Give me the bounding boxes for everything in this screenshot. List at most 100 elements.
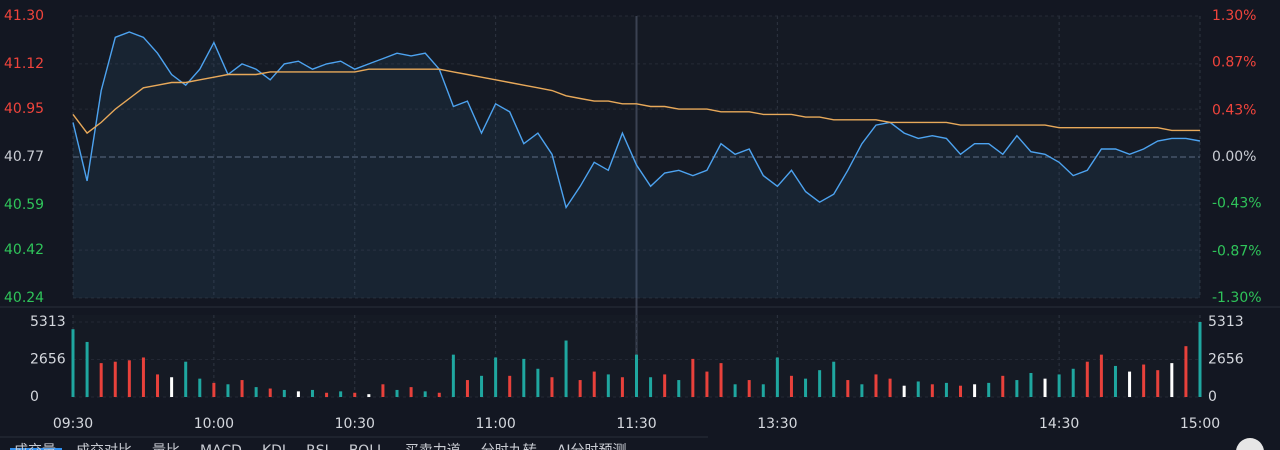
volume-bar xyxy=(804,378,808,397)
y2-tick-label: 0 xyxy=(1208,389,1217,405)
volume-bar xyxy=(212,382,216,397)
tab[interactable]: 分时九转 xyxy=(481,443,537,450)
x-tick-label: 11:00 xyxy=(475,416,515,432)
volume-bar xyxy=(156,374,160,397)
volume-bar xyxy=(480,375,484,397)
volume-bar xyxy=(620,377,624,397)
volume-bar xyxy=(451,354,455,397)
volume-bar xyxy=(916,381,920,397)
volume-bar xyxy=(860,384,864,397)
volume-bar xyxy=(395,389,399,397)
x-tick-label: 13:30 xyxy=(757,416,797,432)
volume-bar xyxy=(1057,374,1061,397)
x-tick-label: 10:00 xyxy=(194,416,234,432)
y-tick-label: 5313 xyxy=(30,314,66,330)
volume-bar xyxy=(733,384,737,397)
volume-bar xyxy=(184,361,188,397)
x-tick-label: 15:00 xyxy=(1180,416,1220,432)
volume-bar xyxy=(944,382,948,397)
zoom-button[interactable] xyxy=(1236,438,1264,450)
volume-bar xyxy=(705,371,709,397)
y2-tick-label: 0.87% xyxy=(1212,55,1256,71)
volume-bar xyxy=(1001,375,1005,397)
volume-bar xyxy=(71,329,75,397)
volume-bar xyxy=(1142,364,1146,397)
volume-bar xyxy=(409,387,413,397)
volume-bar xyxy=(465,380,469,397)
tab[interactable]: BOLL xyxy=(349,443,385,450)
tab[interactable]: RSI xyxy=(306,443,329,450)
volume-bar xyxy=(381,384,385,397)
volume-bar xyxy=(254,387,258,397)
y-tick-label: 40.95 xyxy=(4,101,44,117)
volume-bar xyxy=(846,380,850,397)
volume-bar xyxy=(1029,373,1033,397)
volume-bar xyxy=(691,358,695,397)
volume-bar xyxy=(663,374,667,397)
volume-bar xyxy=(606,374,610,397)
volume-bar xyxy=(578,380,582,397)
x-tick-label: 09:30 xyxy=(53,416,93,432)
volume-bar xyxy=(592,371,596,397)
x-tick-label: 11:30 xyxy=(616,416,656,432)
volume-bar xyxy=(1071,368,1075,397)
y2-tick-label: -0.87% xyxy=(1212,243,1262,259)
tab[interactable]: 成交对比 xyxy=(76,442,132,450)
y-tick-label: 40.77 xyxy=(4,149,44,165)
tab[interactable]: AI分时预测 xyxy=(557,443,627,450)
y2-tick-label: 0.00% xyxy=(1212,149,1256,165)
volume-bar xyxy=(1198,322,1202,397)
volume-bar xyxy=(113,361,117,397)
volume-bar xyxy=(522,358,526,397)
volume-bar xyxy=(226,384,230,397)
volume-bar xyxy=(635,354,638,397)
volume-bar xyxy=(423,391,427,397)
volume-bar xyxy=(1128,371,1132,397)
tab[interactable]: 量比 xyxy=(152,443,180,450)
volume-bar xyxy=(987,382,991,397)
y2-tick-label: -0.43% xyxy=(1212,196,1262,212)
tab-bar: 成交量 成交对比 量比 MACD KDJ RSI BOLL 买卖力道 分时九转 AI分时预测 xyxy=(14,442,627,450)
volume-bar xyxy=(888,378,892,397)
volume-bar xyxy=(353,392,357,397)
tab[interactable]: 成交量 xyxy=(14,442,56,450)
volume-bar xyxy=(550,377,554,397)
volume-bar xyxy=(141,357,145,397)
volume-bar xyxy=(127,360,131,397)
y2-tick-label: -1.30% xyxy=(1212,290,1262,306)
volume-bar xyxy=(85,341,89,397)
volume-bar xyxy=(1170,363,1174,397)
tab[interactable]: KDJ xyxy=(262,443,286,450)
x-tick-label: 14:30 xyxy=(1039,416,1079,432)
volume-bar xyxy=(973,384,977,397)
price-line xyxy=(72,31,1201,210)
y2-tick-label: 0.43% xyxy=(1212,102,1256,118)
volume-bar xyxy=(677,380,681,397)
volume-bar xyxy=(296,391,300,397)
volume-bar xyxy=(198,378,202,397)
y-tick-label: 40.24 xyxy=(4,290,44,306)
volume-bar xyxy=(99,363,103,397)
tab[interactable]: MACD xyxy=(200,443,242,450)
y-tick-label: 41.12 xyxy=(4,56,44,72)
volume-bar xyxy=(1156,370,1160,397)
volume-bar xyxy=(339,391,343,397)
y-tick-label: 0 xyxy=(30,389,39,405)
y2-tick-label: 1.30% xyxy=(1212,8,1256,24)
volume-bar xyxy=(367,394,371,397)
volume-bar xyxy=(240,380,244,397)
volume-bar xyxy=(902,385,906,397)
y2-tick-label: 5313 xyxy=(1208,314,1244,330)
volume-bar xyxy=(282,389,286,397)
volume-bar xyxy=(1099,354,1103,397)
volume-bar xyxy=(170,377,174,397)
volume-bar xyxy=(959,385,963,397)
volume-bar xyxy=(818,370,822,397)
y-tick-label: 2656 xyxy=(30,352,66,368)
y2-tick-label: 2656 xyxy=(1208,352,1244,368)
y-tick-label: 41.30 xyxy=(4,8,44,24)
volume-bar xyxy=(310,389,314,397)
tab[interactable]: 买卖力道 xyxy=(405,443,461,450)
